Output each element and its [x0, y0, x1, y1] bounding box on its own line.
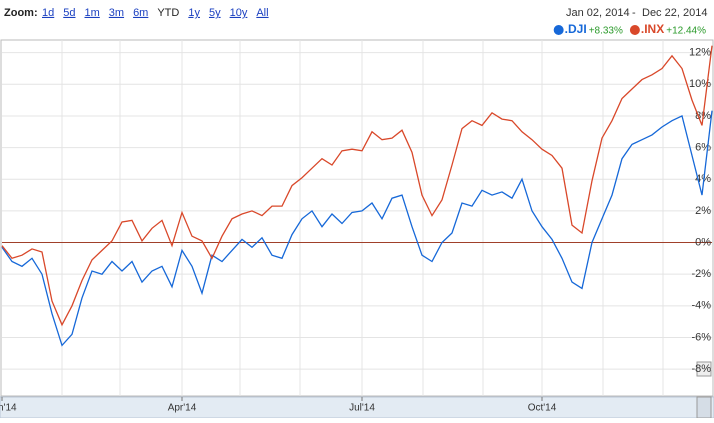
zoom-option[interactable]: 3m: [109, 7, 124, 19]
legend-item: .DJI +8.33%: [553, 22, 623, 37]
zoom-option[interactable]: 6m: [133, 7, 148, 19]
x-tick-label: Jan'14: [0, 403, 17, 414]
zoom-option[interactable]: 5y: [209, 7, 221, 19]
legend: .DJI +8.33% .INX +12.44%: [553, 22, 706, 37]
y-tick-label: 2%: [695, 205, 711, 217]
y-tick-label: -4%: [691, 300, 711, 312]
y-tick-label: 10%: [689, 78, 711, 90]
zoom-option[interactable]: YTD: [157, 7, 179, 19]
zoom-option[interactable]: 5d: [63, 7, 75, 19]
y-tick-label: -6%: [691, 331, 711, 343]
plot: -8%-6%-4%-2%0%2%4%6%8%10%12%: [1, 45, 713, 375]
legend-change: +12.44%: [666, 26, 706, 37]
range-sep: -: [632, 7, 636, 19]
y-tick-label: 12%: [689, 47, 711, 59]
legend-name: .INX: [641, 22, 664, 36]
range-end: Dec 22, 2014: [642, 7, 707, 19]
x-tick-label: Oct'14: [528, 403, 557, 414]
legend-name: .DJI: [565, 22, 587, 36]
scroll-handle[interactable]: [696, 396, 712, 419]
zoom-option[interactable]: 1m: [85, 7, 100, 19]
legend-dot: [629, 25, 640, 35]
toolbar: Zoom: 1d 5d 1m 3m 6m YTD 1y 5y 10y All: [4, 7, 269, 19]
series-line: [1, 110, 713, 347]
y-tick-label: 0%: [695, 236, 711, 248]
x-tick-label: Jul'14: [349, 403, 375, 414]
zoom-option[interactable]: 1y: [188, 7, 200, 19]
legend-dot: [553, 25, 564, 35]
plot-frame: [0, 39, 714, 397]
range-start: Jan 02, 2014: [566, 7, 630, 19]
series-line: [1, 45, 713, 327]
legend-item: .INX +12.44%: [629, 22, 706, 37]
legend-change: +8.33%: [589, 26, 623, 37]
zoom-label: Zoom:: [4, 7, 38, 19]
zoom-option[interactable]: 10y: [230, 7, 248, 19]
zoom-option[interactable]: All: [256, 7, 268, 19]
x-tick-label: Apr'14: [168, 403, 197, 414]
y-tick-label: 6%: [695, 141, 711, 153]
zoom-option[interactable]: 1d: [42, 7, 54, 19]
y-tick-label: -2%: [691, 268, 711, 280]
y-tick-label: -8%: [691, 363, 711, 375]
